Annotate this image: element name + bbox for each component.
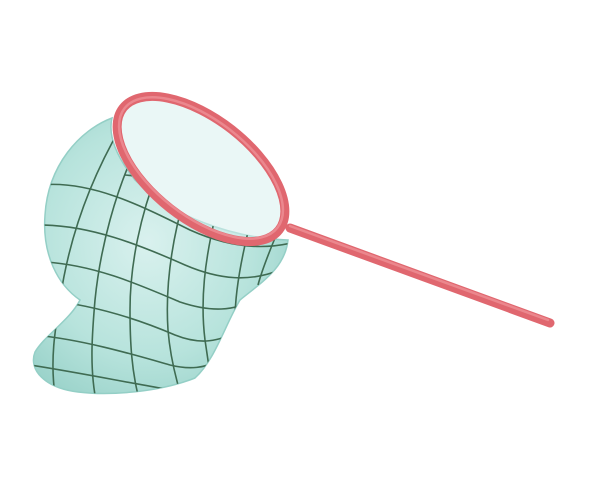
net-handle [285,223,555,328]
net-rim [112,91,290,247]
net-bag [32,96,289,395]
